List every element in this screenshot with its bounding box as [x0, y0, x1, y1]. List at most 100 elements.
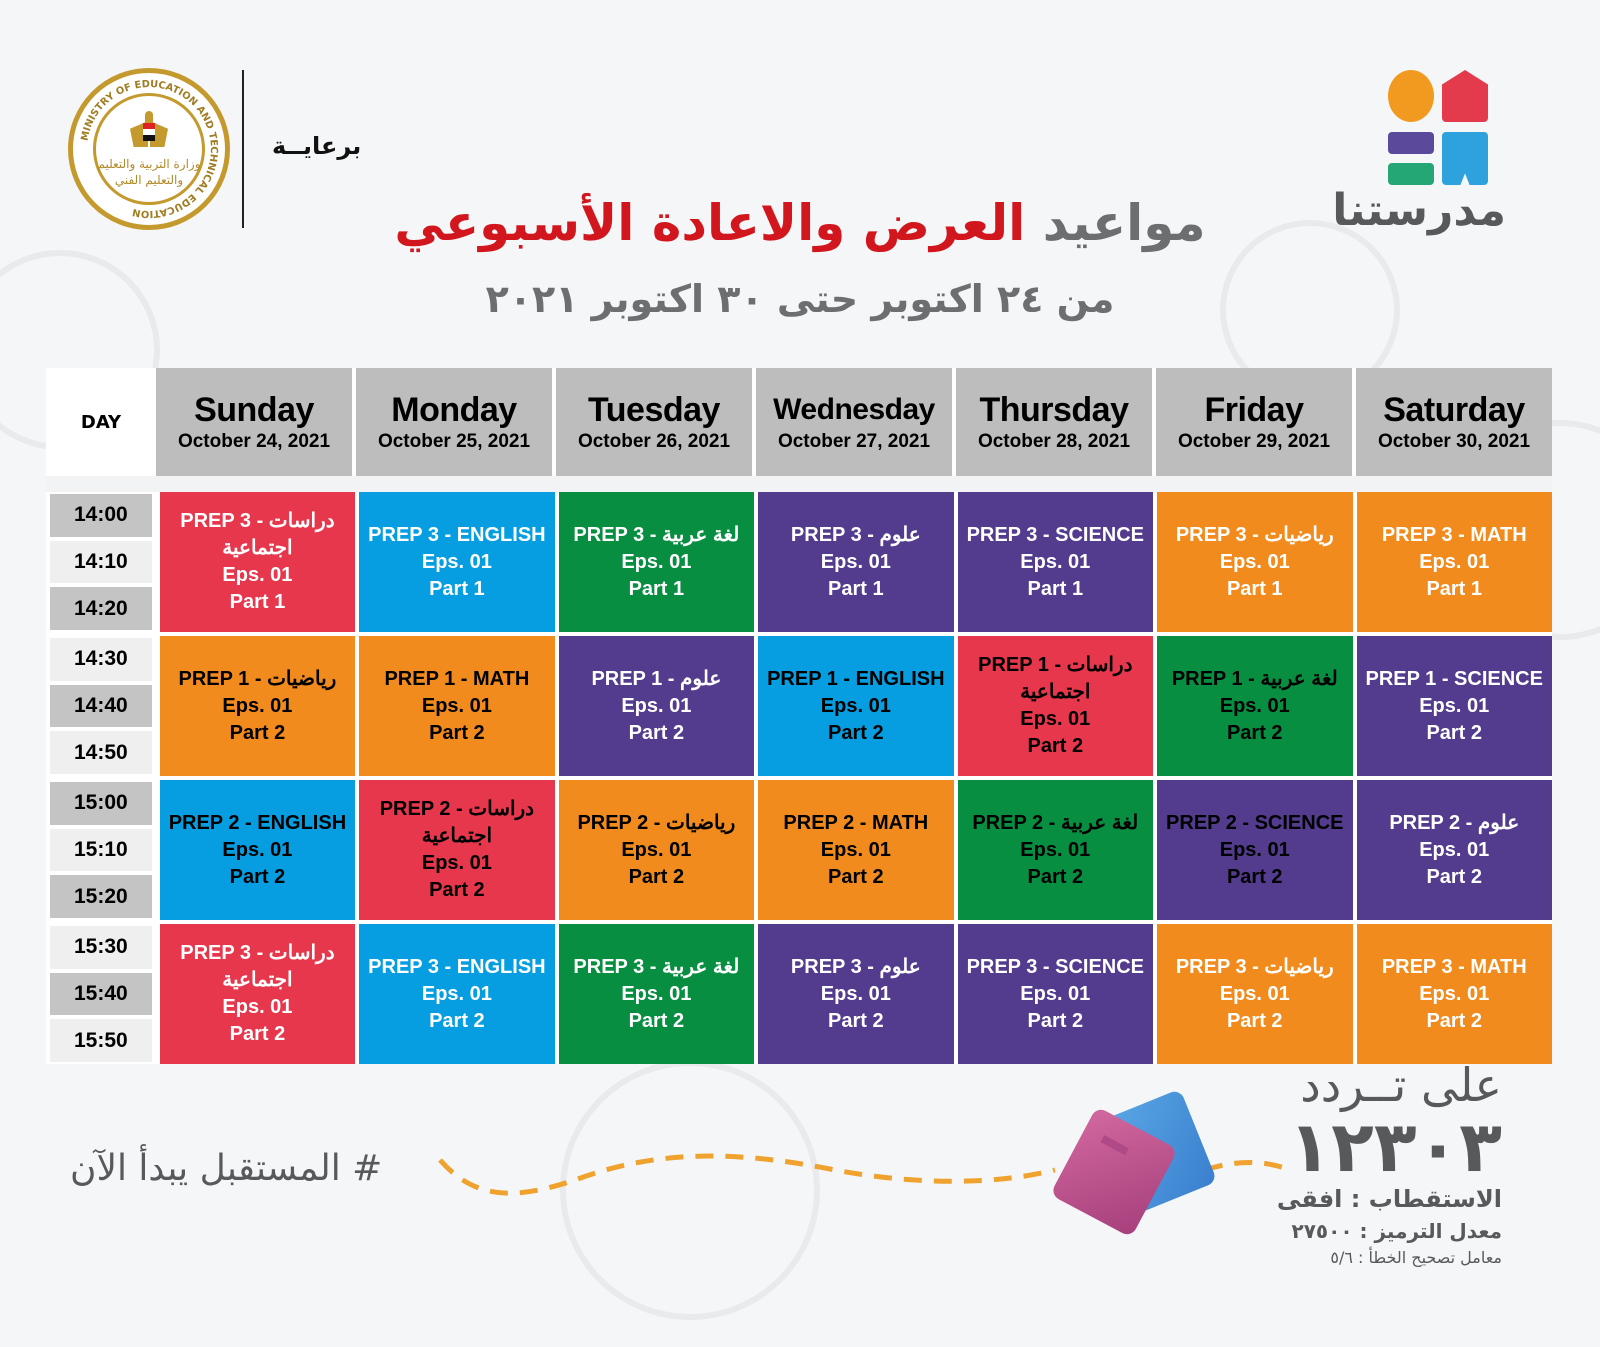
slot-subject: PREP 1 - ENGLISH — [767, 667, 945, 690]
slot-episode: Eps. 01 — [820, 694, 891, 717]
slot-episode: Eps. 01 — [1419, 694, 1490, 717]
day-header-saturday: Saturday October 30, 2021 — [1356, 368, 1552, 476]
slot-subject: PREP 2 - دراسات اجتماعية — [379, 798, 535, 847]
time-block-row: 14:30 14:40 14:50 PREP 1 - رياضيات Eps. 01 Pa… — [46, 636, 1552, 776]
schedule-slot: PREP 2 - ENGLISH Eps. 01 Part 2 — [159, 780, 356, 920]
logo-bar-icon — [1388, 163, 1434, 185]
slot-episode: Eps. 01 — [1219, 838, 1290, 861]
slot-part: Part 2 — [1226, 865, 1283, 888]
slot-subject: PREP 1 - SCIENCE — [1365, 667, 1543, 690]
slot-part: Part 2 — [628, 1009, 685, 1032]
slot-episode: Eps. 01 — [222, 564, 293, 586]
schedule-slot: PREP 3 - لغة عربية Eps. 01 Part 2 — [558, 924, 755, 1064]
slot-subject: PREP 3 - رياضيات — [1175, 523, 1334, 546]
frequency-value: ١٢٣٠٣ — [1288, 1106, 1502, 1188]
schedule-slot: PREP 3 - MATH Eps. 01 Part 2 — [1356, 924, 1552, 1064]
dashed-path-decoration — [438, 1153, 1291, 1196]
slot-part: Part 2 — [1027, 735, 1084, 757]
header-spacer — [46, 476, 1552, 492]
slot-part: Part 2 — [1426, 865, 1483, 888]
slot-episode: Eps. 01 — [421, 852, 492, 874]
time-label: 15:50 — [50, 1019, 152, 1063]
time-label: 15:10 — [50, 828, 152, 872]
ministry-arabic-name-1: وزارة التربية والتعليم — [97, 157, 201, 171]
slot-part: Part 2 — [429, 879, 485, 901]
schedule-slot: PREP 3 - دراسات اجتماعية Eps. 01 Part 2 — [159, 924, 356, 1064]
slot-episode: Eps. 01 — [1020, 982, 1091, 1005]
schedule-body: 14:00 14:10 14:20 PREP 3 - دراسات اجتماعية E… — [46, 492, 1552, 1064]
slot-part: Part 2 — [1426, 1009, 1483, 1032]
schedule-slot: PREP 2 - SCIENCE Eps. 01 Part 2 — [1157, 780, 1353, 920]
slot-subject: PREP 1 - علوم — [591, 667, 722, 690]
ministry-arabic-name-2: والتعليم الفني — [114, 173, 184, 187]
slot-part: Part 2 — [1027, 1009, 1084, 1032]
slot-subject: PREP 3 - رياضيات — [1175, 955, 1334, 978]
time-column: 15:30 15:40 15:50 — [46, 924, 156, 1064]
slot-part: Part 2 — [429, 1009, 485, 1032]
schedule-slot: PREP 1 - لغة عربية Eps. 01 Part 2 — [1157, 636, 1353, 776]
slot-part: Part 1 — [828, 577, 884, 600]
day-header-friday: Friday October 29, 2021 — [1156, 368, 1352, 476]
slot-episode: Eps. 01 — [820, 838, 891, 861]
time-label: 15:20 — [50, 875, 152, 919]
slot-part: Part 2 — [429, 721, 485, 744]
slot-episode: Eps. 01 — [1020, 838, 1091, 861]
day-header-thursday: Thursday October 28, 2021 — [956, 368, 1152, 476]
slot-episode: Eps. 01 — [621, 694, 692, 717]
time-label: 14:10 — [50, 540, 152, 584]
time-label: 14:40 — [50, 684, 152, 728]
time-label: 15:40 — [50, 972, 152, 1016]
books-illustration — [1049, 1088, 1220, 1238]
title-gray-part: مواعيد — [1025, 194, 1206, 252]
symbol-rate: معدل الترميز : ٢٧٥٠٠ — [1291, 1219, 1502, 1243]
hashtag-slogan: # المستقبل يبدأ الآن — [70, 1148, 383, 1189]
schedule-slot: PREP 1 - علوم Eps. 01 Part 2 — [558, 636, 755, 776]
time-block-row: 15:30 15:40 15:50 PREP 3 - دراسات اجتماعية E… — [46, 924, 1552, 1064]
table-header-row: DAY Sunday October 24, 2021 Monday Octob… — [46, 368, 1552, 476]
slot-part: Part 1 — [1426, 577, 1483, 600]
slot-part: Part 1 — [1027, 577, 1084, 600]
slot-episode: Eps. 01 — [222, 838, 293, 861]
slot-subject: PREP 2 - علوم — [1389, 811, 1520, 834]
slot-subject: PREP 2 - رياضيات — [577, 811, 736, 834]
ministry-emblem: وزارة التربية والتعليم والتعليم الفني — [93, 93, 205, 205]
time-column: 15:00 15:10 15:20 — [46, 780, 156, 920]
slot-episode: Eps. 01 — [820, 550, 891, 573]
slot-subject: PREP 3 - MATH — [1381, 523, 1527, 546]
slot-part: Part 2 — [828, 721, 884, 744]
schedule-slot: PREP 2 - لغة عربية Eps. 01 Part 2 — [957, 780, 1154, 920]
time-label: 14:30 — [50, 638, 152, 681]
slot-subject: PREP 2 - لغة عربية — [972, 811, 1139, 834]
brand-name: مدرستنا — [1332, 185, 1506, 236]
slot-subject: PREP 1 - دراسات اجتماعية — [978, 654, 1133, 703]
slot-subject: PREP 3 - علوم — [790, 523, 921, 546]
slot-episode: Eps. 01 — [820, 982, 891, 1005]
time-label: 14:50 — [50, 731, 152, 775]
schedule-slot: PREP 1 - دراسات اجتماعية Eps. 01 Part 2 — [957, 636, 1154, 776]
schedule-slot: PREP 3 - دراسات اجتماعية Eps. 01 Part 1 — [159, 492, 356, 632]
slot-subject: PREP 1 - لغة عربية — [1171, 667, 1338, 690]
slot-subject: PREP 2 - SCIENCE — [1166, 811, 1344, 834]
slot-episode: Eps. 01 — [1219, 550, 1290, 573]
slot-subject: PREP 3 - دراسات اجتماعية — [180, 510, 335, 559]
slot-episode: Eps. 01 — [1219, 982, 1290, 1005]
schedule-slot: PREP 3 - SCIENCE Eps. 01 Part 2 — [957, 924, 1154, 1064]
schedule-slot: PREP 3 - رياضيات Eps. 01 Part 1 — [1157, 492, 1353, 632]
time-label: 15:00 — [50, 782, 152, 825]
slot-episode: Eps. 01 — [421, 694, 492, 717]
day-header-sunday: Sunday October 24, 2021 — [156, 368, 352, 476]
time-column: 14:30 14:40 14:50 — [46, 636, 156, 776]
slot-subject: PREP 3 - SCIENCE — [966, 523, 1145, 546]
slot-part: Part 1 — [429, 577, 485, 600]
day-column-label: DAY — [80, 411, 122, 433]
schedule-slot: PREP 3 - ENGLISH Eps. 01 Part 1 — [359, 492, 555, 632]
slot-part: Part 1 — [628, 577, 685, 600]
slot-subject: PREP 3 - لغة عربية — [573, 523, 740, 546]
slot-subject: PREP 3 - لغة عربية — [573, 955, 740, 978]
time-label: 14:20 — [50, 587, 152, 631]
ministry-of-education-logo: MINISTRY OF EDUCATION AND TECHNICAL EDUC… — [68, 68, 230, 230]
day-header-wednesday: Wednesday October 27, 2021 — [756, 368, 952, 476]
egypt-eagle-icon — [130, 111, 168, 155]
slot-episode: Eps. 01 — [421, 982, 492, 1005]
schedule-slot: PREP 1 - ENGLISH Eps. 01 Part 2 — [758, 636, 954, 776]
